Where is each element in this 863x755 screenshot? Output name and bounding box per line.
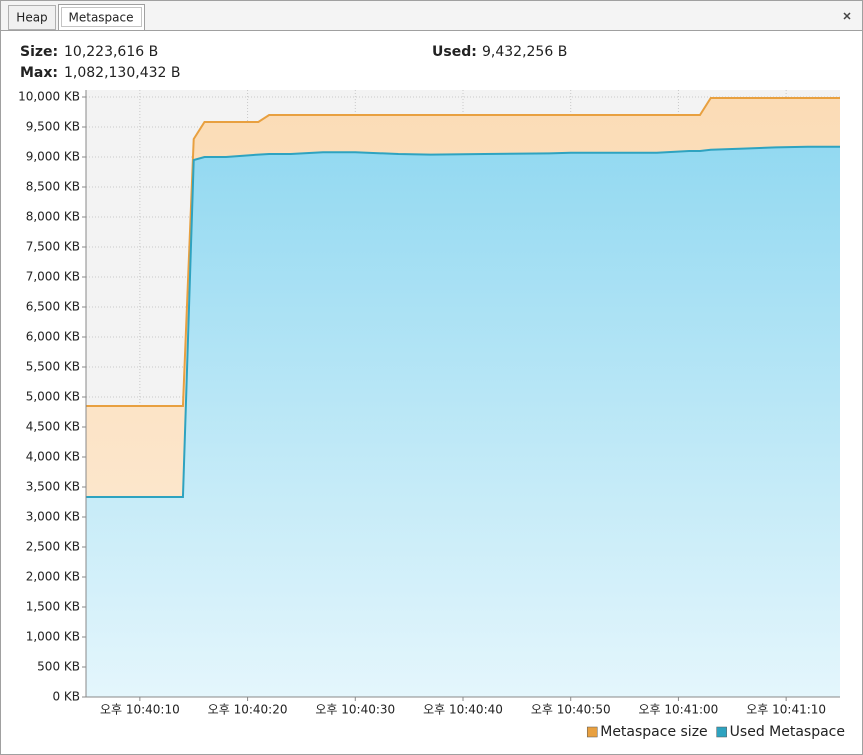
x-tick-label: 오후 10:40:30 [315, 703, 395, 717]
legend-label: Metaspace size [600, 724, 707, 740]
y-tick-label: 3,000 KB [26, 510, 80, 524]
x-tick-label: 오후 10:40:20 [208, 703, 288, 717]
info-label: Size: [20, 44, 58, 60]
legend-label: Used Metaspace [730, 724, 845, 740]
y-tick-label: 500 KB [37, 660, 80, 674]
y-tick-label: 7,000 KB [26, 270, 80, 284]
tab-label[interactable]: Metaspace [69, 11, 134, 25]
x-tick-label: 오후 10:40:40 [423, 703, 503, 717]
y-tick-label: 3,500 KB [26, 480, 80, 494]
legend-swatch [716, 726, 727, 738]
tab-label[interactable]: Heap [16, 11, 47, 25]
y-tick-label: 4,500 KB [26, 420, 80, 434]
y-tick-label: 6,000 KB [26, 330, 80, 344]
tab[interactable] [8, 5, 56, 30]
y-tick-label: 10,000 KB [18, 90, 80, 104]
info-value: 1,082,130,432 B [64, 65, 180, 81]
y-tick-label: 1,000 KB [26, 630, 80, 644]
y-tick-label: 9,000 KB [26, 150, 80, 164]
y-tick-label: 2,500 KB [26, 540, 80, 554]
y-tick-label: 2,000 KB [26, 570, 80, 584]
line [86, 96, 840, 407]
info-label: Used: [432, 44, 477, 60]
plot [86, 96, 840, 698]
y-tick-label: 8,000 KB [26, 210, 80, 224]
y-tick-label: 1,500 KB [26, 600, 80, 614]
info-label: Max: [20, 65, 58, 81]
tab-focus [61, 7, 142, 27]
x-tick-label: 오후 10:41:00 [639, 703, 719, 717]
close-button[interactable] [843, 12, 851, 20]
x-tick-label: 오후 10:40:50 [531, 703, 611, 717]
y-tick-label: 9,500 KB [26, 120, 80, 134]
axes: 0 KB 500 KB 1,000 KB 1,500 KB 2,000 KB 2,500 … [18, 90, 845, 741]
line [86, 145, 840, 499]
legend-swatch [586, 726, 598, 738]
y-tick-label: 5,500 KB [26, 360, 80, 374]
y-tick-label: 8,500 KB [26, 180, 80, 194]
area [86, 146, 840, 698]
y-tick-label: 5,000 KB [26, 390, 80, 404]
info-value: 9,432,256 B [482, 44, 567, 60]
y-tick-label: 7,500 KB [26, 240, 80, 254]
info-value: 10,223,616 B [64, 44, 158, 60]
y-tick-label: 4,000 KB [26, 450, 80, 464]
x-tick-label: 오후 10:40:10 [100, 703, 180, 717]
y-tick-label: 0 KB [52, 690, 80, 704]
x-tick-label: 오후 10:41:10 [746, 703, 826, 717]
y-tick-label: 6,500 KB [26, 300, 80, 314]
